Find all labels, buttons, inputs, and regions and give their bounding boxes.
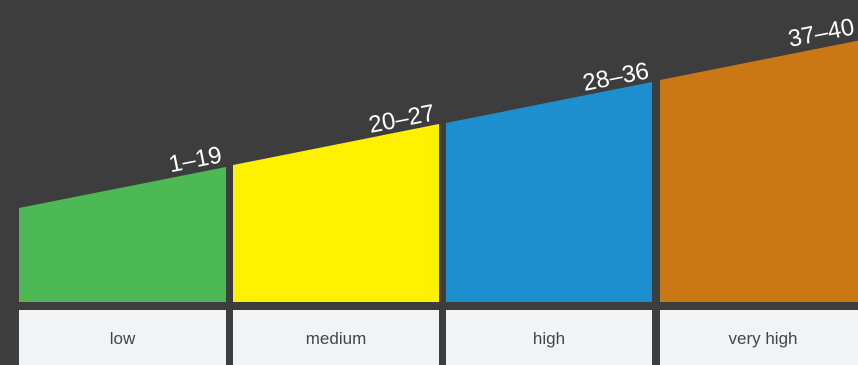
level-label-low: low: [109, 329, 136, 348]
bar-medium: [233, 124, 439, 302]
bar-low: [19, 167, 226, 302]
level-label-very-high: very high: [728, 329, 798, 348]
bar-high: [446, 82, 652, 302]
label-box-very-high: very high: [660, 310, 858, 365]
label-box-high: high: [446, 310, 652, 365]
level-label-medium: medium: [305, 329, 367, 348]
bar-very-high: [660, 40, 858, 302]
label-box-medium: medium: [233, 310, 439, 365]
level-label-high: high: [532, 329, 566, 348]
label-box-low: low: [19, 310, 226, 365]
